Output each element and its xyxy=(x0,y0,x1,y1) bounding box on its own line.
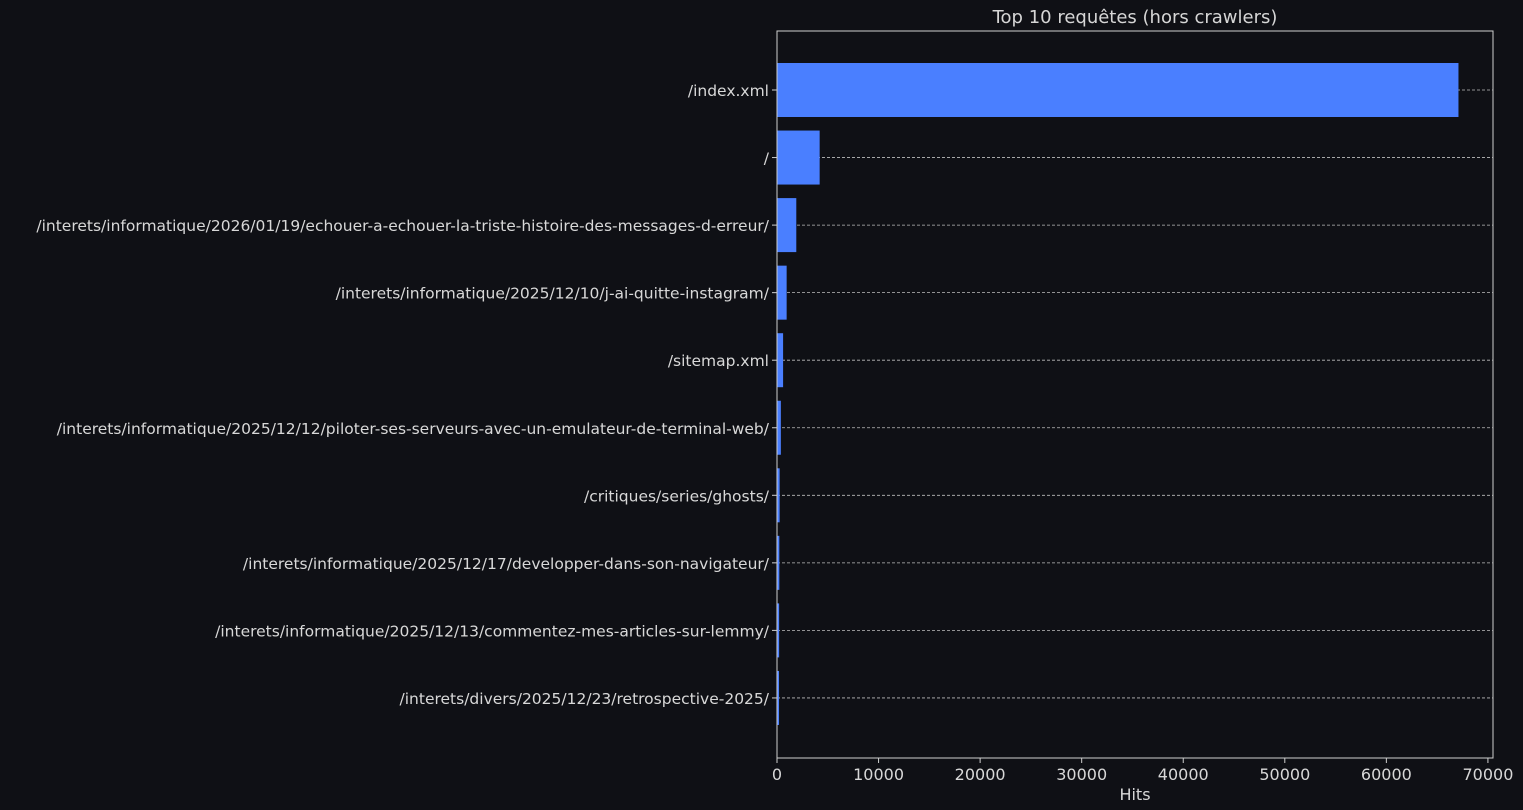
x-axis-label: Hits xyxy=(1119,785,1150,804)
x-tick-label: 20000 xyxy=(955,765,1006,784)
x-tick-label: 10000 xyxy=(853,765,904,784)
category-label: /index.xml xyxy=(688,82,769,100)
bars xyxy=(777,63,1459,725)
bar xyxy=(777,400,781,455)
category-label: /interets/informatique/2026/01/19/echoue… xyxy=(36,217,769,235)
bar xyxy=(777,603,780,658)
category-label: /interets/informatique/2025/12/13/commen… xyxy=(215,622,770,640)
bar xyxy=(777,535,780,590)
grid-lines xyxy=(777,89,1493,699)
bar xyxy=(777,198,797,253)
bar xyxy=(777,670,780,725)
category-label: /interets/informatique/2025/12/10/j-ai-q… xyxy=(336,285,770,303)
bar xyxy=(777,468,780,523)
bar xyxy=(777,265,787,320)
bar xyxy=(777,130,820,185)
category-label: / xyxy=(764,150,770,168)
x-tick-label: 60000 xyxy=(1361,765,1412,784)
x-tick-label: 70000 xyxy=(1462,765,1513,784)
category-label: /interets/informatique/2025/12/17/develo… xyxy=(243,555,770,573)
x-tick-label: 30000 xyxy=(1056,765,1107,784)
x-tick-label: 50000 xyxy=(1259,765,1310,784)
x-tick-label: 40000 xyxy=(1158,765,1209,784)
category-label: /interets/informatique/2025/12/12/pilote… xyxy=(57,420,770,438)
category-label: /interets/divers/2025/12/23/retrospectiv… xyxy=(400,690,770,708)
plot-frame xyxy=(776,30,1494,759)
category-labels: /index.xml / /interets/informatique/2026/0… xyxy=(36,82,777,708)
bar xyxy=(777,333,784,388)
bar xyxy=(777,63,1459,117)
category-label: /critiques/series/ghosts/ xyxy=(584,487,770,505)
x-tick-label: 0 xyxy=(772,765,782,784)
x-axis-ticks: 0 10000 20000 30000 40000 50000 60000 70000 xyxy=(772,758,1513,784)
category-label: /sitemap.xml xyxy=(668,352,769,370)
chart-title: Top 10 requêtes (hors crawlers) xyxy=(992,7,1278,28)
